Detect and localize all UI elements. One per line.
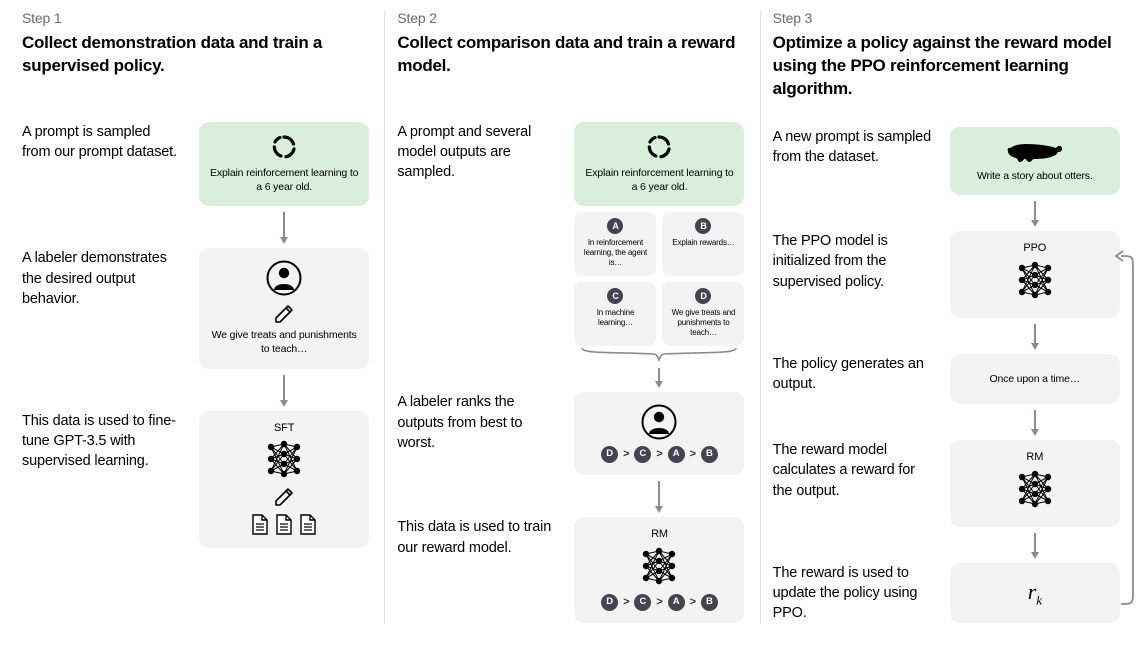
- person-icon: [209, 260, 359, 296]
- neural-net-icon: [960, 260, 1110, 300]
- rank-chip: C: [634, 594, 651, 611]
- rank-chip: D: [601, 446, 618, 463]
- step2-column: Step 2 Collect comparison data and train…: [384, 10, 759, 624]
- step3-rm-card: RM: [950, 440, 1120, 527]
- step2-title: Collect comparison data and train a rewa…: [397, 32, 747, 78]
- step3-ppo-card: PPO: [950, 231, 1120, 318]
- step3-output-text: Once upon a time…: [960, 372, 1110, 386]
- arrow-icon: [283, 375, 285, 405]
- rank-chip: A: [668, 446, 685, 463]
- rank-chip: B: [701, 446, 718, 463]
- pencil-icon: [209, 485, 359, 507]
- arrow-icon: [1034, 324, 1036, 348]
- neural-net-icon: [960, 469, 1110, 509]
- answer-text: Explain rewards…: [672, 238, 734, 247]
- gt-symbol: >: [623, 595, 629, 610]
- arrow-icon: [658, 481, 660, 511]
- answer-text: In reinforcement learning, the agent is…: [584, 238, 647, 267]
- step1-desc2: A labeler demonstrates the desired outpu…: [22, 248, 182, 309]
- arrow-icon: [1034, 201, 1036, 225]
- brace-icon: [574, 346, 744, 362]
- step1-column: Step 1 Collect demonstration data and tr…: [10, 10, 384, 624]
- reward-base: r: [1028, 579, 1036, 604]
- step3-ppo-tag: PPO: [960, 241, 1110, 256]
- person-icon: [584, 404, 734, 440]
- answer-tile-d: D We give treats and punishments to teach…: [662, 282, 744, 346]
- step3-reward-card: rk: [950, 563, 1120, 623]
- answer-text: In machine learning…: [597, 308, 635, 327]
- pencil-icon: [209, 302, 359, 324]
- step3-output-card: Once upon a time…: [950, 354, 1120, 404]
- step1-desc1: A prompt is sampled from our prompt data…: [22, 122, 182, 163]
- step3-desc2: The PPO model is initialized from the su…: [773, 231, 933, 292]
- step1-answer-text: We give treats and punishments to teach…: [209, 328, 359, 356]
- gt-symbol: >: [690, 595, 696, 610]
- step2-desc1: A prompt and several model outputs are s…: [397, 122, 557, 183]
- step3-column: Step 3 Optimize a policy against the rew…: [760, 10, 1135, 624]
- reward-sub: k: [1036, 592, 1042, 607]
- step3-prompt-card: Write a story about otters.: [950, 127, 1120, 195]
- arrow-icon: [283, 212, 285, 242]
- rank-chip: D: [601, 594, 618, 611]
- step2-model-tag: RM: [584, 527, 734, 542]
- sample-icon: [584, 134, 734, 160]
- ranking-display: D > C > A > B: [584, 594, 734, 611]
- rank-chip: B: [701, 594, 718, 611]
- neural-net-icon: [584, 546, 734, 586]
- otter-icon: [960, 139, 1110, 163]
- step3-prompt-text: Write a story about otters.: [960, 169, 1110, 183]
- answer-letter: A: [607, 218, 623, 234]
- step2-prompt-card: Explain reinforcement learning to a 6 ye…: [574, 122, 744, 206]
- step3-desc5: The reward is used to update the policy …: [773, 563, 933, 624]
- step3-desc1: A new prompt is sampled from the dataset…: [773, 127, 933, 168]
- step2-desc2: A labeler ranks the outputs from best to…: [397, 392, 557, 453]
- step2-label: Step 2: [397, 10, 747, 26]
- rank-chip: C: [634, 446, 651, 463]
- gt-symbol: >: [656, 447, 662, 462]
- answer-letter: B: [695, 218, 711, 234]
- step1-model-card: SFT: [199, 411, 369, 549]
- step2-prompt-text: Explain reinforcement learning to a 6 ye…: [584, 166, 734, 194]
- reward-symbol: rk: [1028, 579, 1042, 604]
- documents-icon: [209, 513, 359, 536]
- step2-rm-card: RM D > C > A > B: [574, 517, 744, 623]
- diagram-root: Step 1 Collect demonstration data and tr…: [10, 10, 1135, 624]
- step1-labeler-card: We give treats and punishments to teach…: [199, 248, 369, 368]
- arrow-icon: [1034, 533, 1036, 557]
- step1-model-tag: SFT: [209, 421, 359, 436]
- answer-letter: C: [607, 288, 623, 304]
- step1-label: Step 1: [22, 10, 372, 26]
- answer-letter: D: [695, 288, 711, 304]
- step3-rm-tag: RM: [960, 450, 1110, 465]
- arrow-icon: [658, 368, 660, 386]
- step1-prompt-card: Explain reinforcement learning to a 6 ye…: [199, 122, 369, 206]
- answer-tile-a: A In reinforcement learning, the agent is…: [574, 212, 656, 276]
- step2-answers-grid: A In reinforcement learning, the agent is…: [574, 212, 744, 346]
- step2-labeler-card: D > C > A > B: [574, 392, 744, 475]
- step3-desc4: The reward model calculates a reward for…: [773, 440, 933, 501]
- sample-icon: [209, 134, 359, 160]
- answer-tile-c: C In machine learning…: [574, 282, 656, 346]
- gt-symbol: >: [623, 447, 629, 462]
- step2-desc3: This data is used to train our reward mo…: [397, 517, 557, 558]
- step1-title: Collect demonstration data and train a s…: [22, 32, 372, 78]
- step3-title: Optimize a policy against the reward mod…: [773, 32, 1123, 101]
- ranking-display: D > C > A > B: [584, 446, 734, 463]
- answer-text: We give treats and punishments to teach…: [672, 308, 736, 337]
- arrow-icon: [1034, 410, 1036, 434]
- neural-net-icon: [209, 439, 359, 479]
- gt-symbol: >: [656, 595, 662, 610]
- step3-label: Step 3: [773, 10, 1123, 26]
- gt-symbol: >: [690, 447, 696, 462]
- step1-prompt-text: Explain reinforcement learning to a 6 ye…: [209, 166, 359, 194]
- step1-desc3: This data is used to fine-tune GPT-3.5 w…: [22, 411, 182, 472]
- step3-desc3: The policy generates an output.: [773, 354, 933, 395]
- rank-chip: A: [668, 594, 685, 611]
- answer-tile-b: B Explain rewards…: [662, 212, 744, 276]
